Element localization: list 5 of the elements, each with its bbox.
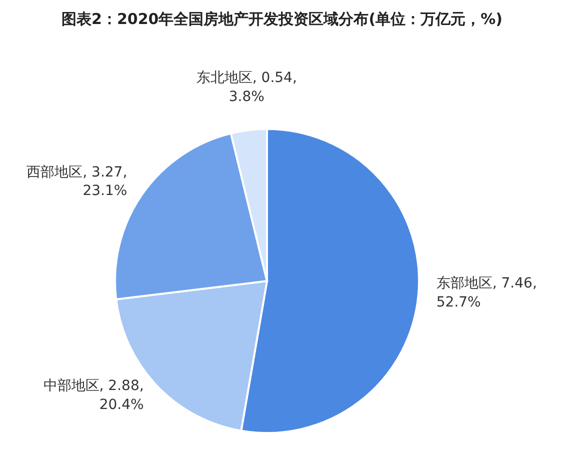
slice-label: 西部地区, 3.27, 23.1% [26,164,128,200]
slice-label: 东北地区, 0.54, 3.8% [196,70,297,106]
chart-title: 图表2：2020年全国房地产开发投资区域分布(单位：万亿元，%) [60,10,504,30]
slice-label: 东部地区, 7.46, 52.7% [436,276,537,310]
slice-label: 中部地区, 2.88, 20.4% [43,378,144,414]
